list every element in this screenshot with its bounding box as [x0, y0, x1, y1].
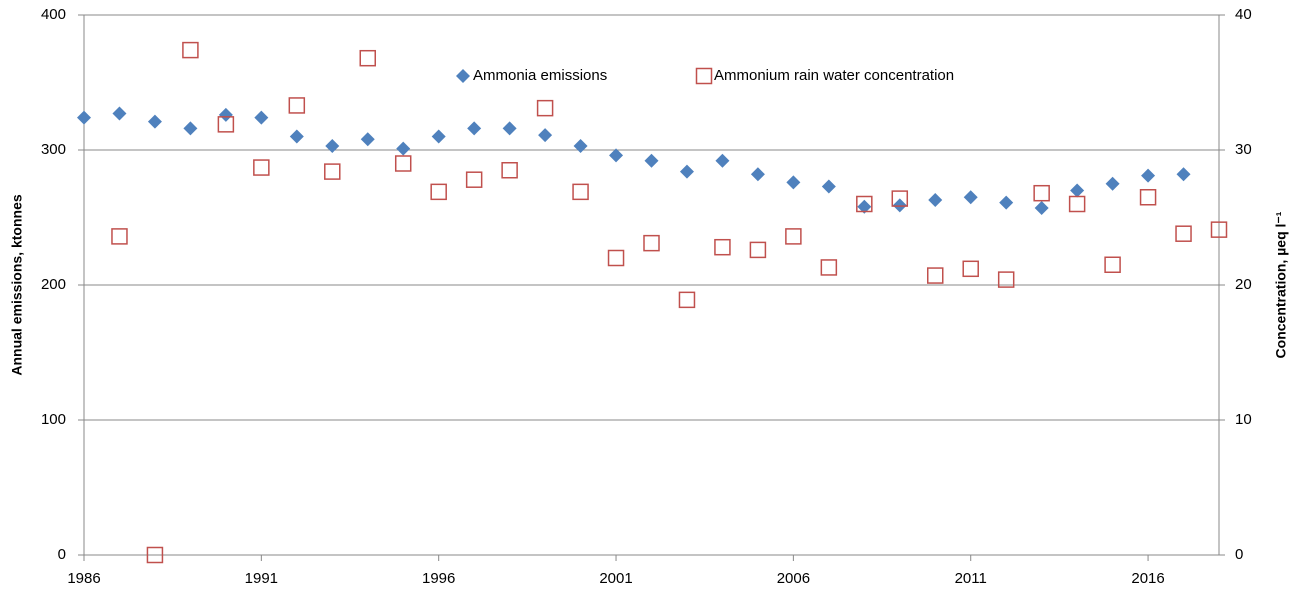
point: [857, 199, 872, 214]
y2-tick-label: 30: [1235, 141, 1252, 158]
x-tick-label: 2006: [777, 570, 810, 587]
y2-tick-label: 40: [1235, 6, 1252, 23]
point: [999, 195, 1014, 210]
point: [325, 138, 340, 153]
point: [289, 129, 304, 144]
point: [1210, 221, 1228, 238]
y2-tick-label: 10: [1235, 411, 1252, 428]
point: [77, 110, 91, 125]
y2-tick-label: 20: [1235, 276, 1252, 293]
point: [111, 228, 128, 245]
legend-marker: [456, 69, 470, 83]
point: [1070, 183, 1085, 198]
point: [750, 167, 765, 182]
point: [431, 129, 446, 144]
x-tick-label: 1991: [245, 570, 278, 587]
point: [538, 128, 553, 143]
point: [678, 291, 696, 309]
point: [324, 163, 341, 180]
point: [465, 171, 483, 188]
point: [430, 183, 447, 201]
point: [501, 162, 518, 179]
point: [1141, 168, 1156, 183]
y-tick-label: 300: [41, 141, 66, 158]
point: [1034, 201, 1049, 216]
y-tick-label: 400: [41, 6, 66, 23]
point: [679, 164, 694, 179]
x-tick-label: 2001: [599, 570, 632, 587]
point: [112, 106, 127, 121]
point: [1033, 184, 1050, 202]
point: [218, 107, 233, 122]
point: [253, 159, 270, 176]
point: [821, 179, 836, 194]
point: [1068, 195, 1086, 213]
point: [927, 267, 944, 284]
point: [359, 49, 376, 67]
point: [288, 97, 306, 114]
y-tick-label: 0: [58, 546, 66, 563]
point: [891, 190, 909, 207]
y-axis-title: Annual emissions, ktonnes: [9, 194, 25, 375]
point: [1139, 189, 1157, 206]
point: [962, 260, 979, 278]
point: [502, 121, 517, 136]
point: [963, 190, 978, 205]
point: [394, 155, 412, 172]
point: [1105, 176, 1120, 191]
point: [820, 259, 838, 276]
point: [928, 192, 943, 207]
legend-label: Ammonium rain water concentration: [714, 67, 954, 84]
point: [1104, 256, 1121, 273]
point: [146, 546, 164, 564]
point: [643, 234, 660, 252]
legend-label: Ammonia emissions: [473, 67, 607, 84]
point: [573, 138, 588, 153]
point: [467, 121, 482, 136]
x-tick-label: 2016: [1131, 570, 1164, 587]
point: [785, 228, 802, 245]
x-tick-label: 2011: [955, 570, 987, 587]
point: [607, 249, 625, 267]
point: [609, 148, 624, 163]
point: [254, 110, 269, 125]
point: [644, 153, 659, 168]
point: [536, 99, 554, 117]
y-tick-label: 100: [41, 411, 66, 428]
point: [572, 183, 589, 201]
point: [360, 132, 375, 147]
point: [1176, 167, 1191, 182]
point: [147, 114, 162, 129]
x-tick-label: 1996: [422, 570, 455, 587]
point: [749, 241, 767, 259]
point: [856, 195, 873, 213]
point: [182, 41, 199, 59]
y2-tick-label: 0: [1235, 546, 1243, 563]
y2-axis-title: Concentration, µeq l⁻¹: [1273, 211, 1289, 358]
x-tick-label: 1986: [67, 570, 100, 587]
point: [997, 271, 1015, 288]
y-tick-label: 200: [41, 276, 66, 293]
legend-marker: [695, 67, 713, 85]
point: [183, 121, 198, 136]
point: [715, 153, 730, 168]
point: [714, 238, 731, 256]
point: [1175, 225, 1192, 242]
point: [217, 116, 235, 133]
point: [786, 175, 801, 190]
point: [396, 141, 411, 156]
